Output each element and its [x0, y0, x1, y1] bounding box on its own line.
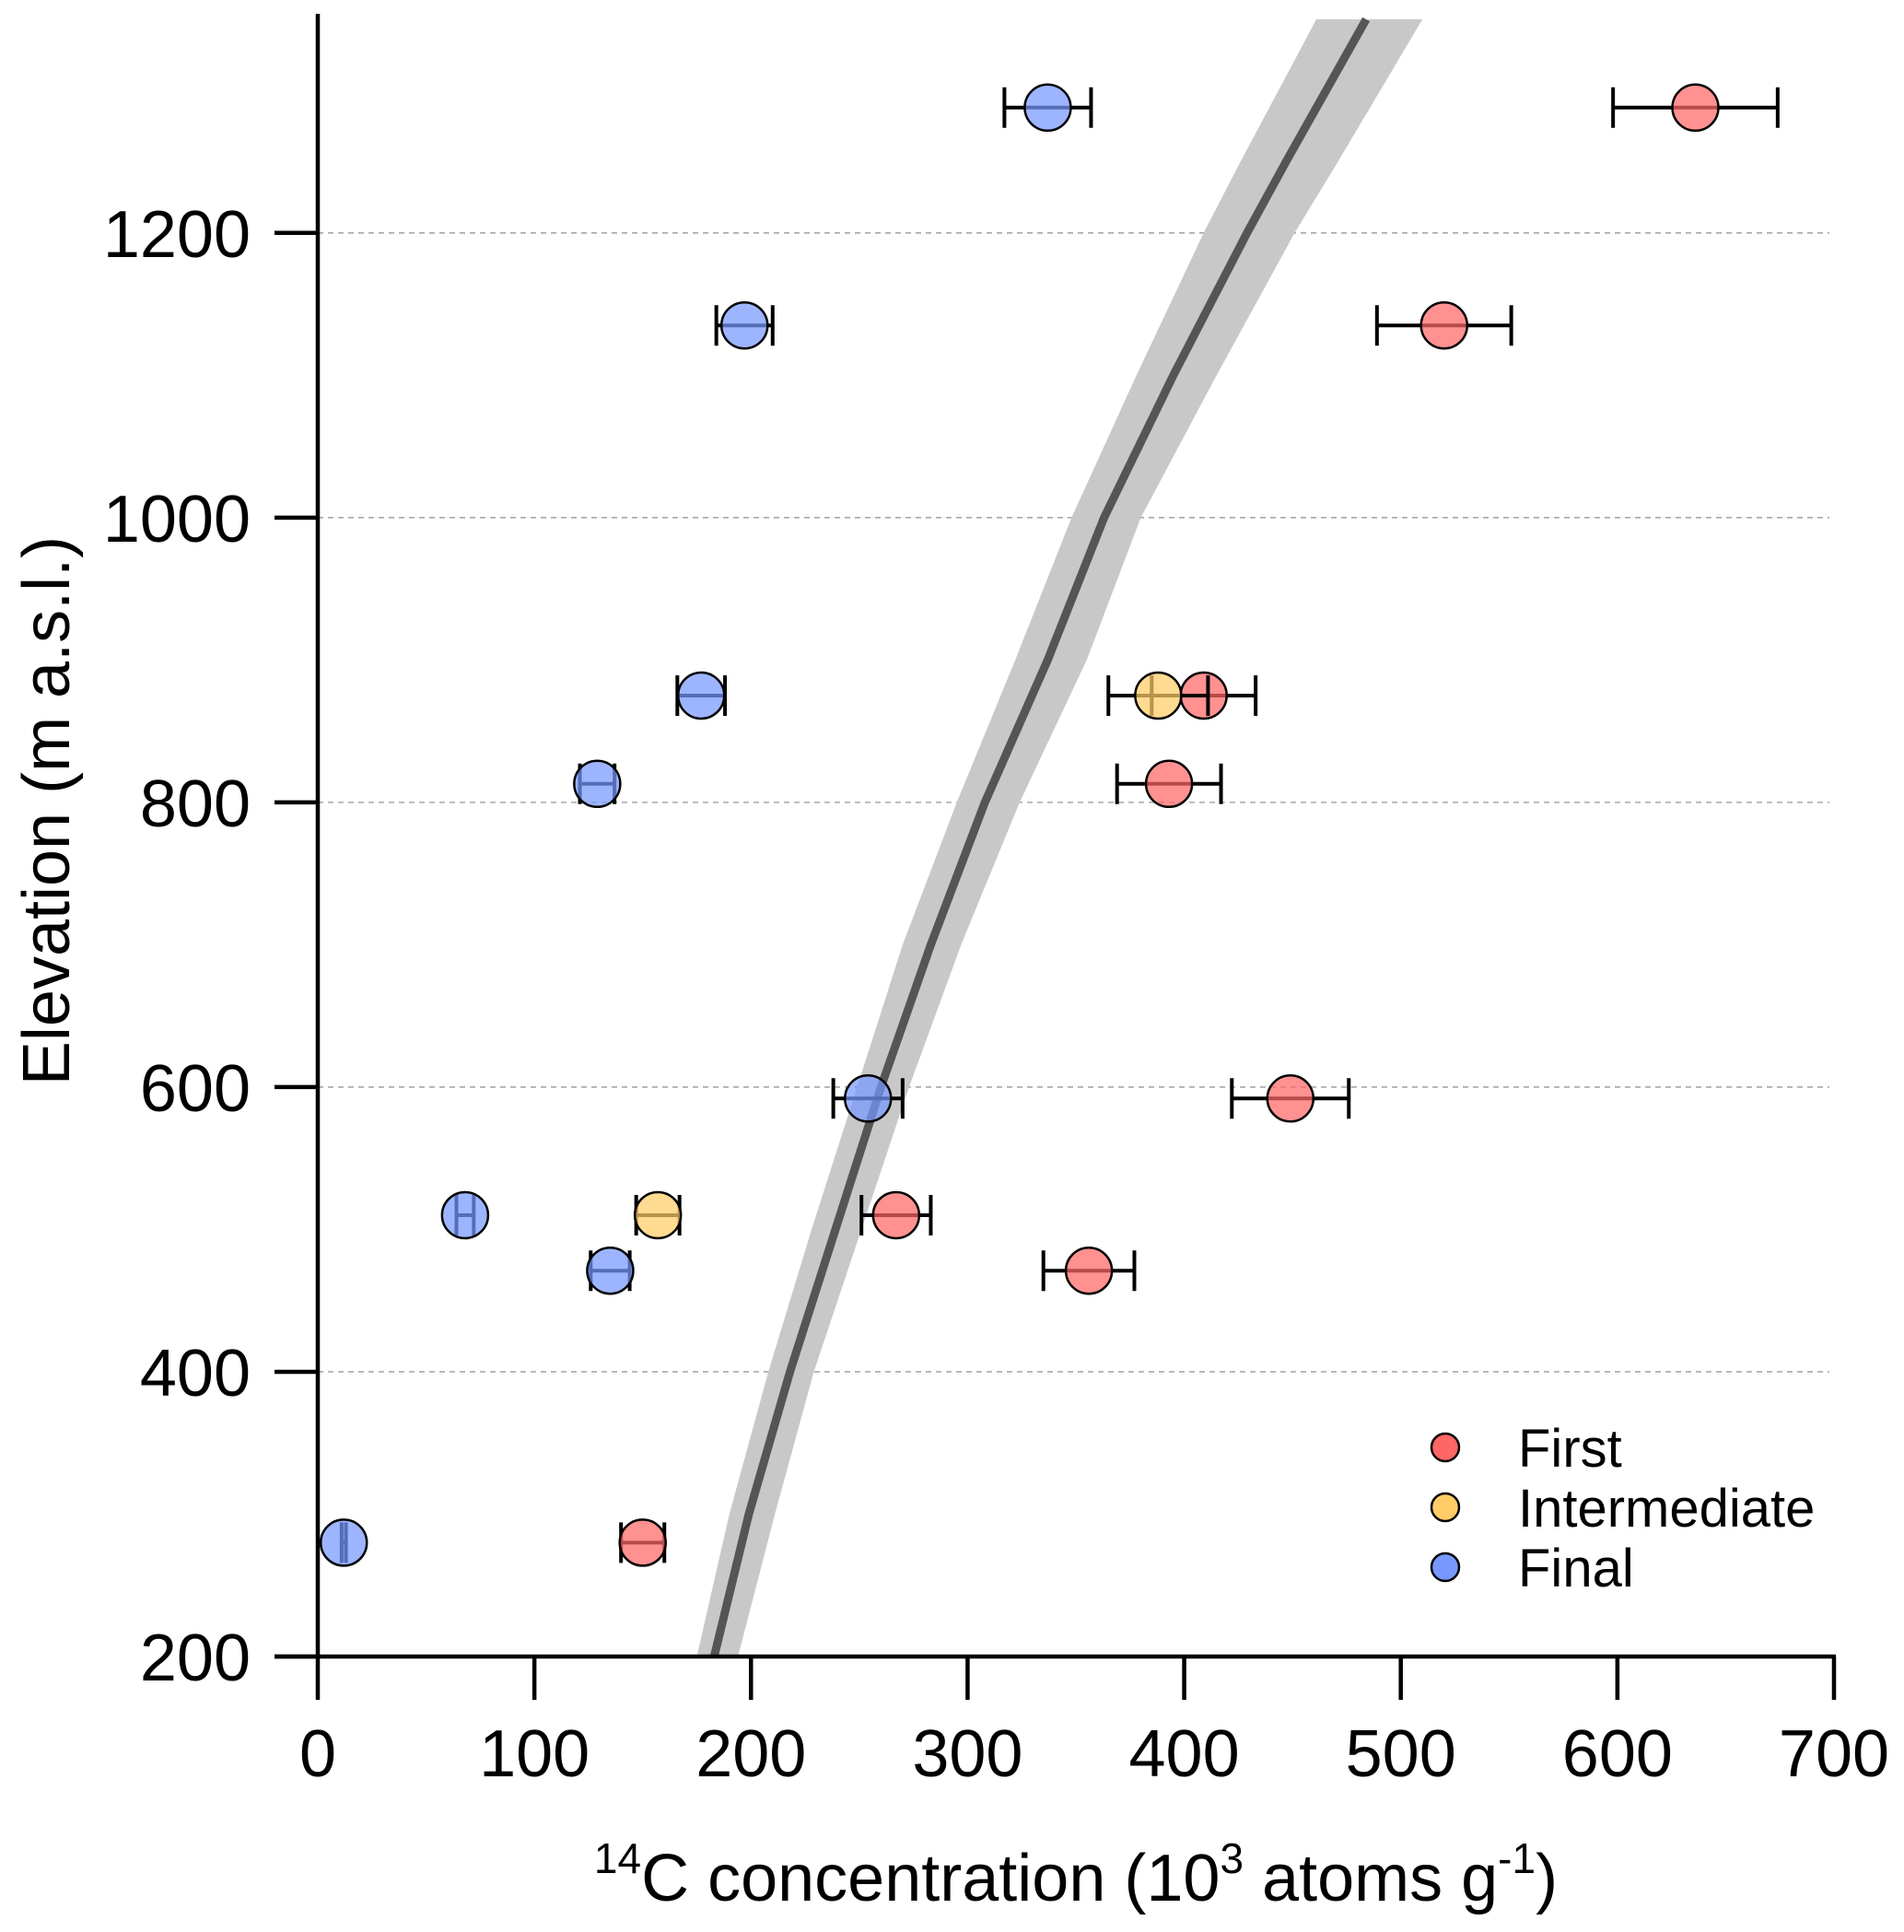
data-point-final-3: [573, 759, 622, 809]
x-tick-label-600: 600: [1562, 1717, 1673, 1791]
x-axis-title-main: C concentration (10: [641, 1842, 1220, 1915]
marker: [719, 300, 769, 350]
x-tick-label-700: 700: [1779, 1717, 1889, 1791]
x-axis-title-sup-3: 3: [1220, 1834, 1244, 1882]
data-point-first-6: [1041, 1246, 1137, 1295]
marker: [1144, 759, 1194, 809]
data-points-layer: [319, 83, 1780, 1567]
y-tick-label-400: 400: [140, 1337, 251, 1411]
marker: [1671, 83, 1720, 133]
grid-layer: [318, 231, 1829, 1373]
data-point-intermediate-1: [633, 1190, 683, 1240]
y-tick-label-1200: 1200: [103, 198, 251, 272]
x-axis-title-mid: atoms g: [1244, 1842, 1498, 1915]
y-axis-title: Elevation (m a.s.l.): [10, 536, 84, 1085]
x-axis-title-sup-14: 14: [594, 1834, 641, 1882]
y-tick-label-1000: 1000: [103, 483, 251, 556]
marker: [319, 1518, 368, 1567]
data-point-first-0: [1611, 83, 1780, 133]
marker: [618, 1518, 667, 1567]
data-point-first-1: [1374, 300, 1513, 350]
data-point-first-5: [859, 1190, 933, 1240]
x-tick-label-0: 0: [299, 1717, 336, 1791]
y-tick-label-200: 200: [140, 1622, 251, 1695]
marker: [676, 671, 726, 720]
legend-marker-final: [1430, 1551, 1461, 1583]
x-axis-title-suffix: ): [1536, 1842, 1558, 1915]
marker: [1419, 300, 1468, 350]
x-tick-label-300: 300: [912, 1717, 1022, 1791]
data-point-final-1: [714, 300, 775, 350]
marker: [440, 1190, 490, 1240]
legend-label-intermediate: Intermediate: [1518, 1479, 1815, 1539]
x-tick-label-200: 200: [695, 1717, 806, 1791]
marker: [1134, 671, 1183, 720]
axes-layer: 0 100 200 300 400 500 600 700 200 400 600 800 1000 12…: [103, 14, 1889, 1791]
model-uncertainty-band: [696, 19, 1423, 1657]
data-point-final-2: [675, 671, 728, 720]
data-point-intermediate-0: [1106, 671, 1210, 720]
series-final: [319, 83, 1093, 1567]
data-point-final-7: [319, 1518, 368, 1567]
model-curve-line: [709, 17, 1371, 1658]
model-curve-layer: [696, 17, 1423, 1658]
data-point-final-5: [440, 1190, 490, 1240]
data-point-first-4: [1230, 1074, 1351, 1123]
marker: [573, 759, 622, 809]
data-point-first-7: [618, 1518, 667, 1567]
legend-label-first: First: [1518, 1419, 1622, 1479]
x-tick-label-400: 400: [1129, 1717, 1240, 1791]
data-point-first-3: [1115, 759, 1223, 809]
data-point-final-4: [831, 1074, 905, 1123]
legend-marker-first: [1430, 1432, 1461, 1463]
marker: [633, 1190, 683, 1240]
x-axis-title-sup-neg1: -1: [1498, 1834, 1536, 1882]
marker: [844, 1074, 893, 1123]
y-tick-label-600: 600: [140, 1052, 251, 1126]
marker: [1064, 1246, 1114, 1295]
marker: [586, 1246, 635, 1295]
series-intermediate: [633, 671, 1210, 1240]
data-point-final-6: [586, 1246, 635, 1295]
x-tick-label-500: 500: [1346, 1717, 1456, 1791]
data-point-final-0: [1002, 83, 1093, 133]
y-tick-label-800: 800: [140, 767, 251, 841]
x-tick-label-100: 100: [479, 1717, 590, 1791]
legend-marker-intermediate: [1430, 1492, 1461, 1523]
legend-label-final: Final: [1518, 1539, 1634, 1598]
marker: [1266, 1074, 1315, 1123]
x-axis-title: 14C concentration (103 atoms g-1): [594, 1834, 1558, 1915]
marker: [1023, 83, 1072, 133]
marker: [871, 1190, 921, 1240]
